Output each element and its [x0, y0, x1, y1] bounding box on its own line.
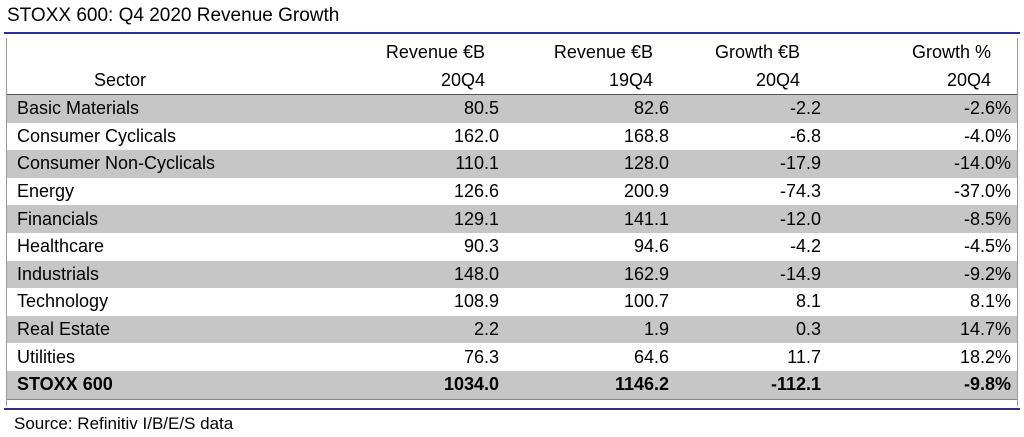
table-row: Basic Materials 80.5 82.6 -2.2 -2.6% — [7, 94, 1017, 123]
table-row: Energy 126.6 200.9 -74.3 -37.0% — [7, 178, 1017, 206]
cell-revenue-19q4: 100.7 — [623, 291, 669, 312]
revenue-growth-table: Revenue €B Revenue €B Growth €B Growth %… — [7, 38, 1017, 400]
cell-growth-pct: -9.8% — [825, 370, 1017, 400]
cell-revenue-19q4: 64.6 — [633, 346, 669, 367]
cell-revenue-19q4: 168.8 — [623, 125, 669, 146]
cell-revenue-20q4: 2.2 — [233, 315, 503, 344]
cell-revenue-20q4: 162.0 — [453, 125, 499, 146]
cell-revenue-20q4: 126.6 — [453, 181, 499, 202]
cell-sector: Real Estate — [7, 315, 233, 344]
cell-revenue-20q4: 148.0 — [233, 260, 503, 289]
table-frame — [6, 38, 1018, 406]
cell-sector: Financials — [7, 205, 233, 233]
cell-revenue-20q4: 90.3 — [463, 236, 499, 257]
cell-growth-pct: 8.1% — [969, 291, 1011, 312]
cell-sector: Industrials — [7, 260, 233, 289]
table-row: Consumer Non-Cyclicals 110.1 128.0 -17.9 -14… — [7, 150, 1017, 178]
cell-revenue-20q4: 108.9 — [453, 291, 499, 312]
cell-revenue-20q4: 1034.0 — [233, 370, 503, 400]
cell-revenue-20q4: 110.1 — [233, 150, 503, 178]
cell-sector: Healthcare — [17, 236, 105, 257]
table-row: Industrials 148.0 162.9 -14.9 -9.2% — [7, 260, 1017, 289]
header-growth-eur-period: 20Q4 — [755, 69, 800, 90]
table-row: Utilities 76.3 64.6 11.7 18.2% — [7, 343, 1017, 371]
table-row: Real Estate 2.2 1.9 0.3 14.7% — [7, 315, 1017, 344]
top-rule — [4, 32, 1020, 34]
table-body: Basic Materials 80.5 82.6 -2.2 -2.6% Consumer… — [7, 94, 1017, 400]
cell-growth-eur: 0.3 — [673, 315, 825, 344]
cell-sector: Energy — [17, 181, 75, 202]
cell-growth-pct: -14.0% — [825, 150, 1017, 178]
cell-growth-pct: -4.5% — [963, 236, 1011, 257]
cell-growth-eur: -112.1 — [673, 370, 825, 400]
header-sector: Sector — [7, 66, 233, 95]
cell-revenue-19q4: 1.9 — [503, 315, 673, 344]
cell-revenue-20q4: 129.1 — [233, 205, 503, 233]
cell-growth-pct: -2.6% — [825, 94, 1017, 123]
header-growth-pct-period: 20Q4 — [946, 69, 991, 90]
cell-sector: STOXX 600 — [7, 370, 233, 400]
cell-growth-eur: 8.1 — [795, 291, 821, 312]
bottom-rule — [4, 408, 1020, 410]
cell-growth-eur: -4.2 — [789, 236, 821, 257]
cell-revenue-19q4: 128.0 — [503, 150, 673, 178]
cell-revenue-19q4: 82.6 — [503, 94, 673, 123]
table-row: Technology 108.9 100.7 8.1 8.1% — [7, 288, 1017, 316]
table-row: Healthcare 90.3 94.6 -4.2 -4.5% — [7, 233, 1017, 261]
cell-sector: Consumer Cyclicals — [17, 125, 177, 146]
header-revenue-19q4-period: 19Q4 — [608, 69, 653, 90]
cell-growth-eur: -14.9 — [673, 260, 825, 289]
table-title: STOXX 600: Q4 2020 Revenue Growth — [7, 5, 340, 26]
table-row: Financials 129.1 141.1 -12.0 -8.5% — [7, 205, 1017, 233]
cell-growth-pct: -37.0% — [953, 181, 1011, 202]
header-row-2: Sector 20Q4 19Q4 20Q4 20Q4 — [7, 66, 1017, 95]
cell-growth-pct: 14.7% — [825, 315, 1017, 344]
cell-revenue-20q4: 76.3 — [463, 346, 499, 367]
cell-growth-eur: -17.9 — [673, 150, 825, 178]
cell-revenue-20q4: 80.5 — [233, 94, 503, 123]
cell-growth-pct: -9.2% — [825, 260, 1017, 289]
cell-growth-pct: -4.0% — [963, 125, 1011, 146]
cell-growth-pct: 18.2% — [959, 346, 1011, 367]
cell-revenue-19q4: 162.9 — [503, 260, 673, 289]
cell-growth-eur: -12.0 — [673, 205, 825, 233]
cell-sector: Technology — [17, 291, 109, 312]
cell-revenue-19q4: 141.1 — [503, 205, 673, 233]
cell-sector: Basic Materials — [7, 94, 233, 123]
cell-growth-eur: -6.8 — [789, 125, 821, 146]
cell-growth-pct: -8.5% — [825, 205, 1017, 233]
table-row: Consumer Cyclicals 162.0 168.8 -6.8 -4.0% — [7, 123, 1017, 151]
header-revenue-19q4-label: Revenue €B — [553, 41, 653, 62]
cell-sector: Utilities — [17, 346, 76, 367]
header-growth-pct-label: Growth % — [911, 41, 991, 62]
cell-revenue-19q4: 200.9 — [623, 181, 669, 202]
cell-growth-eur: 11.7 — [787, 346, 821, 367]
source-note: Source: Refinitiv I/B/E/S data — [14, 414, 234, 433]
cell-revenue-19q4: 94.6 — [633, 236, 669, 257]
cell-growth-eur: -74.3 — [779, 181, 821, 202]
header-growth-eur-label: Growth €B — [714, 41, 800, 62]
cell-revenue-19q4: 1146.2 — [503, 370, 673, 400]
cell-sector: Consumer Non-Cyclicals — [7, 150, 233, 178]
header-revenue-20q4-label: Revenue €B — [385, 41, 485, 62]
header-sector-top — [7, 38, 233, 66]
cell-growth-eur: -2.2 — [673, 94, 825, 123]
header-row-1: Revenue €B Revenue €B Growth €B Growth % — [7, 38, 1017, 66]
total-row: STOXX 600 1034.0 1146.2 -112.1 -9.8% — [7, 370, 1017, 400]
header-revenue-20q4-period: 20Q4 — [440, 69, 485, 90]
